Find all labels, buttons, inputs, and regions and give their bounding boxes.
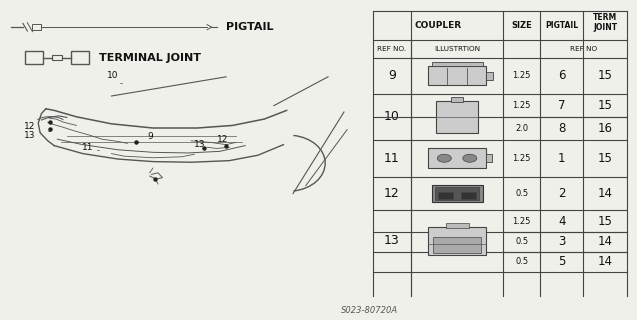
- Text: 1.25: 1.25: [513, 217, 531, 226]
- Bar: [433, 237, 482, 253]
- Text: 5: 5: [558, 255, 566, 268]
- Text: REF NO.: REF NO.: [377, 46, 406, 52]
- Bar: [25, 51, 43, 64]
- Bar: [71, 51, 89, 64]
- Text: 12: 12: [384, 187, 399, 200]
- Text: SIZE: SIZE: [512, 21, 532, 30]
- Text: 14: 14: [598, 255, 613, 268]
- Bar: [428, 227, 485, 255]
- Text: 15: 15: [598, 215, 613, 228]
- Text: 0.5: 0.5: [515, 237, 528, 246]
- Text: 1: 1: [558, 152, 566, 165]
- Text: 13: 13: [24, 131, 36, 140]
- Bar: [52, 55, 62, 60]
- Bar: [428, 66, 485, 85]
- Text: 3: 3: [558, 236, 566, 248]
- Text: 11: 11: [384, 152, 399, 165]
- Text: REF NO: REF NO: [570, 46, 598, 52]
- Ellipse shape: [437, 154, 451, 162]
- Text: 7: 7: [558, 99, 566, 112]
- Bar: [461, 191, 476, 198]
- Text: S023-80720A: S023-80720A: [341, 306, 398, 315]
- Text: 10: 10: [107, 71, 118, 80]
- Text: 13: 13: [194, 140, 206, 149]
- Text: 14: 14: [598, 187, 613, 200]
- Text: 15: 15: [598, 152, 613, 165]
- Text: 16: 16: [598, 122, 613, 135]
- Text: PIGTAIL: PIGTAIL: [545, 21, 578, 30]
- Bar: [451, 97, 464, 102]
- Text: COUPLER: COUPLER: [415, 21, 461, 30]
- Text: 11: 11: [82, 143, 93, 152]
- Text: 9: 9: [148, 132, 154, 141]
- Text: 1.25: 1.25: [513, 154, 531, 163]
- Bar: [438, 191, 454, 198]
- Bar: [428, 148, 485, 168]
- Text: 15: 15: [598, 69, 613, 82]
- Text: 8: 8: [558, 122, 566, 135]
- Text: TERMINAL JOINT: TERMINAL JOINT: [99, 52, 201, 63]
- Text: 1.25: 1.25: [513, 71, 531, 80]
- Text: 2: 2: [558, 187, 566, 200]
- Bar: [485, 72, 493, 80]
- Text: 1.25: 1.25: [513, 101, 531, 110]
- Bar: [436, 187, 479, 200]
- Text: PIGTAIL: PIGTAIL: [226, 22, 274, 32]
- Text: TERM
JOINT: TERM JOINT: [593, 13, 618, 32]
- Text: 9: 9: [388, 69, 396, 82]
- Text: 0.5: 0.5: [515, 257, 528, 266]
- Text: 4: 4: [558, 215, 566, 228]
- Text: 14: 14: [598, 236, 613, 248]
- Bar: [432, 62, 483, 66]
- Bar: [485, 155, 492, 162]
- Text: 15: 15: [598, 99, 613, 112]
- Text: 12: 12: [217, 135, 228, 144]
- Text: 0.5: 0.5: [515, 189, 528, 198]
- Text: 13: 13: [384, 235, 399, 247]
- Bar: [32, 24, 41, 30]
- Ellipse shape: [462, 154, 476, 162]
- Text: ILLUSTRTION: ILLUSTRTION: [434, 46, 480, 52]
- Bar: [446, 223, 469, 228]
- Text: 6: 6: [558, 69, 566, 82]
- Bar: [432, 185, 483, 202]
- Text: 12: 12: [24, 122, 36, 131]
- Text: 2.0: 2.0: [515, 124, 528, 133]
- Text: 10: 10: [384, 110, 399, 123]
- Bar: [436, 101, 478, 133]
